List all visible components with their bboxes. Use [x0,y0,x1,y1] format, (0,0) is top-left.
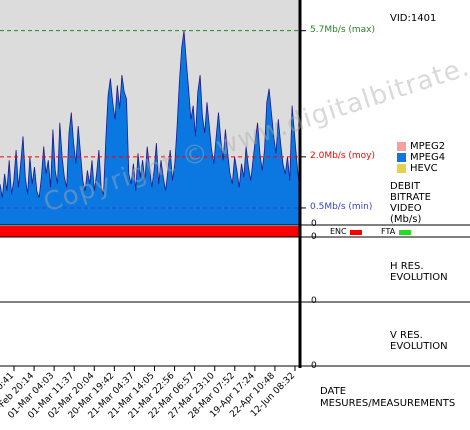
reference-label-2: 0.5Mb/s (min) [310,201,373,212]
bitrate-title-line-4: (Mb/s) [390,214,422,225]
legend-swatch-mpeg4 [397,153,406,162]
vid-label: VID:1401 [390,13,437,24]
hres-top-value: 0 [311,232,317,242]
hres-title-line-2: EVOLUTION [390,272,448,283]
series-line-mpeg4 [0,30,300,198]
bitrate-title-line-2: BITRATE [390,192,431,203]
series-area-mpeg4 [0,30,299,226]
enc-indicator [350,230,362,235]
bitrate-title-line-1: DEBIT [390,181,420,192]
reference-label-0: 5.7Mb/s (max) [310,24,376,35]
vres-title-line-1: V RES. [390,330,423,341]
bitrate-axis-title: DEBIT BITRATE VIDEO (Mb/s) [390,181,431,225]
legend-swatch-hevc [397,164,406,173]
hres-title: H RES. EVOLUTION [390,261,448,283]
fta-label: FTA [381,227,396,236]
date-title-line-1: DATE [320,386,347,397]
encryption-strip [0,226,300,237]
date-axis-title: DATE MESURES/MEASUREMENTS [320,386,455,410]
vres-zero-value: 0 [311,361,317,371]
axis-ticks [300,224,306,367]
fta-indicator [399,230,411,235]
date-title-line-2: MESURES/MEASUREMENTS [320,398,456,409]
hres-zero-value: 0 [311,296,317,306]
bitrate-zero-value: 0 [311,219,317,229]
legend-label-mpeg4: MPEG4 [410,152,446,163]
reference-label-1: 2.0Mb/s (moy) [310,150,375,161]
enc-label: ENC [330,227,347,236]
legend-swatch-mpeg2 [397,142,406,151]
legend-label-hevc: HEVC [410,163,438,174]
hres-title-line-1: H RES. [390,261,424,272]
bitrate-title-line-3: VIDEO [390,203,422,214]
vres-title-line-2: EVOLUTION [390,341,448,352]
bitrate-area-layer [0,30,300,226]
legend-label-mpeg2: MPEG2 [410,141,446,152]
vres-title: V RES. EVOLUTION [390,330,448,352]
